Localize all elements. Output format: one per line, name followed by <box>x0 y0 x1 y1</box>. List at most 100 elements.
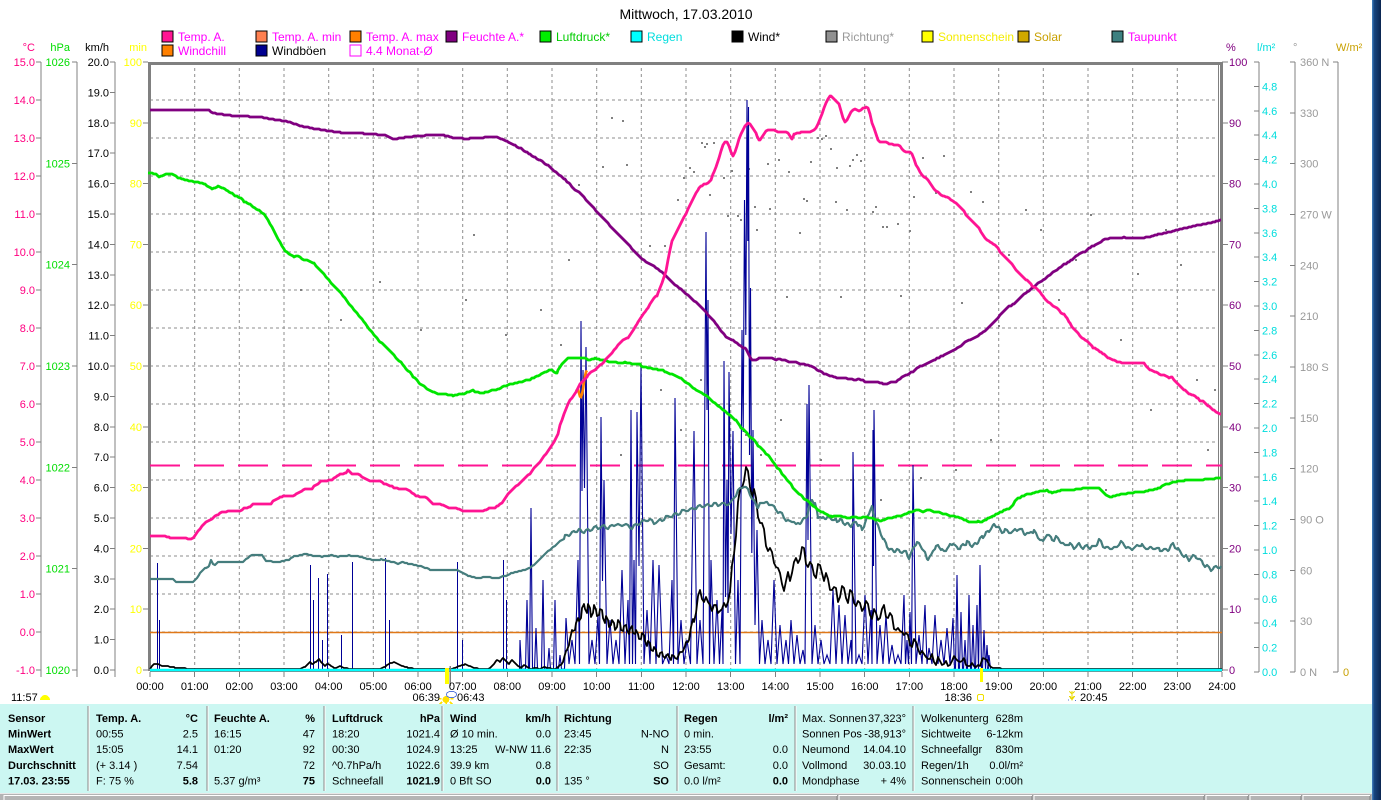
svg-text:60: 60 <box>1300 565 1312 577</box>
svg-text:Schneefallgr: Schneefallgr <box>921 744 982 756</box>
svg-text:50: 50 <box>130 361 142 373</box>
svg-text:10:00: 10:00 <box>583 681 611 693</box>
svg-text:0.2: 0.2 <box>1262 643 1277 655</box>
svg-text:7.0: 7.0 <box>20 361 35 373</box>
svg-text:1021.4: 1021.4 <box>406 729 440 741</box>
svg-text:11:00: 11:00 <box>628 681 655 693</box>
svg-text:37,323°: 37,323° <box>868 713 906 725</box>
svg-text:Feuchte A.: Feuchte A. <box>214 713 270 725</box>
svg-text:16:00: 16:00 <box>851 681 879 693</box>
svg-text:8.0: 8.0 <box>94 422 109 434</box>
svg-text:13:00: 13:00 <box>717 681 745 693</box>
svg-text:Schneefall: Schneefall <box>332 775 383 787</box>
svg-text:00:00: 00:00 <box>136 681 164 693</box>
svg-text:1024: 1024 <box>46 260 70 272</box>
svg-text:80: 80 <box>130 179 142 191</box>
svg-text:Ø 10 min.: Ø 10 min. <box>450 729 498 741</box>
svg-text:300: 300 <box>1300 159 1318 171</box>
svg-text:Wolkenunterg: Wolkenunterg <box>921 713 989 725</box>
svg-text:14.1: 14.1 <box>177 744 198 756</box>
svg-text:SO: SO <box>653 760 669 772</box>
svg-text:7.0: 7.0 <box>94 452 109 464</box>
svg-text:1020: 1020 <box>46 665 70 677</box>
svg-text:100: 100 <box>1229 57 1247 69</box>
svg-text:10: 10 <box>1229 604 1241 616</box>
svg-text:3.8: 3.8 <box>1262 203 1277 215</box>
svg-text:16.0: 16.0 <box>88 179 109 191</box>
svg-text:10.0: 10.0 <box>88 361 109 373</box>
svg-text:0.0: 0.0 <box>773 775 788 787</box>
svg-text:1025: 1025 <box>46 158 70 170</box>
svg-text:F: 75 %: F: 75 % <box>96 775 134 787</box>
svg-text:150: 150 <box>1300 413 1318 425</box>
svg-text:^0.7hPa/h: ^0.7hPa/h <box>332 760 381 772</box>
svg-text:20.0: 20.0 <box>88 57 109 69</box>
svg-text:9.0: 9.0 <box>20 285 35 297</box>
svg-text:0.0: 0.0 <box>94 665 109 677</box>
svg-text:Richtung*: Richtung* <box>842 30 894 44</box>
svg-text:Max. Sonnen: Max. Sonnen <box>802 713 867 725</box>
svg-text:0.6: 0.6 <box>1262 594 1277 606</box>
svg-text:l/m²: l/m² <box>1257 42 1276 54</box>
svg-text:0.0: 0.0 <box>536 729 551 741</box>
svg-text:19:00: 19:00 <box>985 681 1013 693</box>
svg-text:10.0: 10.0 <box>14 247 35 259</box>
svg-text:Neumond: Neumond <box>802 744 850 756</box>
svg-text:0 Bft SO: 0 Bft SO <box>450 775 492 787</box>
svg-text:135 °: 135 ° <box>564 775 590 787</box>
svg-text:30: 30 <box>1229 483 1241 495</box>
svg-text:01:20: 01:20 <box>214 744 242 756</box>
svg-text:2.5: 2.5 <box>183 729 198 741</box>
svg-text:Temp. A. min: Temp. A. min <box>272 30 341 44</box>
svg-text:13.0: 13.0 <box>88 270 109 282</box>
svg-text:3.0: 3.0 <box>20 513 35 525</box>
svg-text:Mondphase: Mondphase <box>802 775 860 787</box>
svg-text:03:00: 03:00 <box>270 681 298 693</box>
svg-text:830m: 830m <box>995 744 1023 756</box>
svg-text:17:00: 17:00 <box>896 681 924 693</box>
svg-text:22:00: 22:00 <box>1119 681 1147 693</box>
svg-text:210: 210 <box>1300 311 1318 323</box>
svg-text:40: 40 <box>1229 422 1241 434</box>
svg-text:15:05: 15:05 <box>96 744 124 756</box>
svg-text:14.0: 14.0 <box>14 95 35 107</box>
svg-text:0.0: 0.0 <box>773 760 788 772</box>
svg-text:MaxWert: MaxWert <box>8 744 54 756</box>
svg-text:70: 70 <box>1229 239 1241 251</box>
svg-text:01:00: 01:00 <box>181 681 209 693</box>
svg-text:4.2: 4.2 <box>1262 155 1277 167</box>
svg-text:3.4: 3.4 <box>1262 252 1277 264</box>
svg-text:5.0: 5.0 <box>20 437 35 449</box>
svg-text:180 S: 180 S <box>1300 362 1329 374</box>
svg-text:15.0: 15.0 <box>88 209 109 221</box>
svg-text:Regen: Regen <box>647 30 682 44</box>
svg-text:5.37 g/m³: 5.37 g/m³ <box>214 775 261 787</box>
svg-text:50: 50 <box>1229 361 1241 373</box>
svg-text:90 O: 90 O <box>1300 515 1324 527</box>
svg-text:MinWert: MinWert <box>8 729 52 741</box>
svg-text:1.2: 1.2 <box>1262 521 1277 533</box>
svg-text:1021: 1021 <box>46 564 70 576</box>
svg-text:11.0: 11.0 <box>88 331 109 343</box>
svg-text:90: 90 <box>1229 118 1241 130</box>
svg-text:0.0 l/m²: 0.0 l/m² <box>684 775 721 787</box>
svg-text:05:00: 05:00 <box>360 681 388 693</box>
svg-text:Temp. A.: Temp. A. <box>96 713 141 725</box>
svg-text:°: ° <box>1293 42 1297 54</box>
svg-text:10: 10 <box>130 604 142 616</box>
svg-text:1.6: 1.6 <box>1262 472 1277 484</box>
svg-text:75: 75 <box>303 775 315 787</box>
svg-text:km/h: km/h <box>85 42 109 54</box>
svg-text:60: 60 <box>130 300 142 312</box>
svg-text:1.0: 1.0 <box>1262 545 1277 557</box>
svg-text:09:00: 09:00 <box>538 681 566 693</box>
svg-text:4.6: 4.6 <box>1262 106 1277 118</box>
svg-text:4.0: 4.0 <box>94 543 109 555</box>
svg-text:0 min.: 0 min. <box>684 729 714 741</box>
svg-text:2.2: 2.2 <box>1262 399 1277 411</box>
svg-text:0.0: 0.0 <box>1262 667 1277 679</box>
svg-text:Windchill: Windchill <box>178 44 226 58</box>
svg-text:Wind*: Wind* <box>748 30 780 44</box>
svg-text:Sichtweite: Sichtweite <box>921 729 971 741</box>
svg-text:1.0: 1.0 <box>20 589 35 601</box>
